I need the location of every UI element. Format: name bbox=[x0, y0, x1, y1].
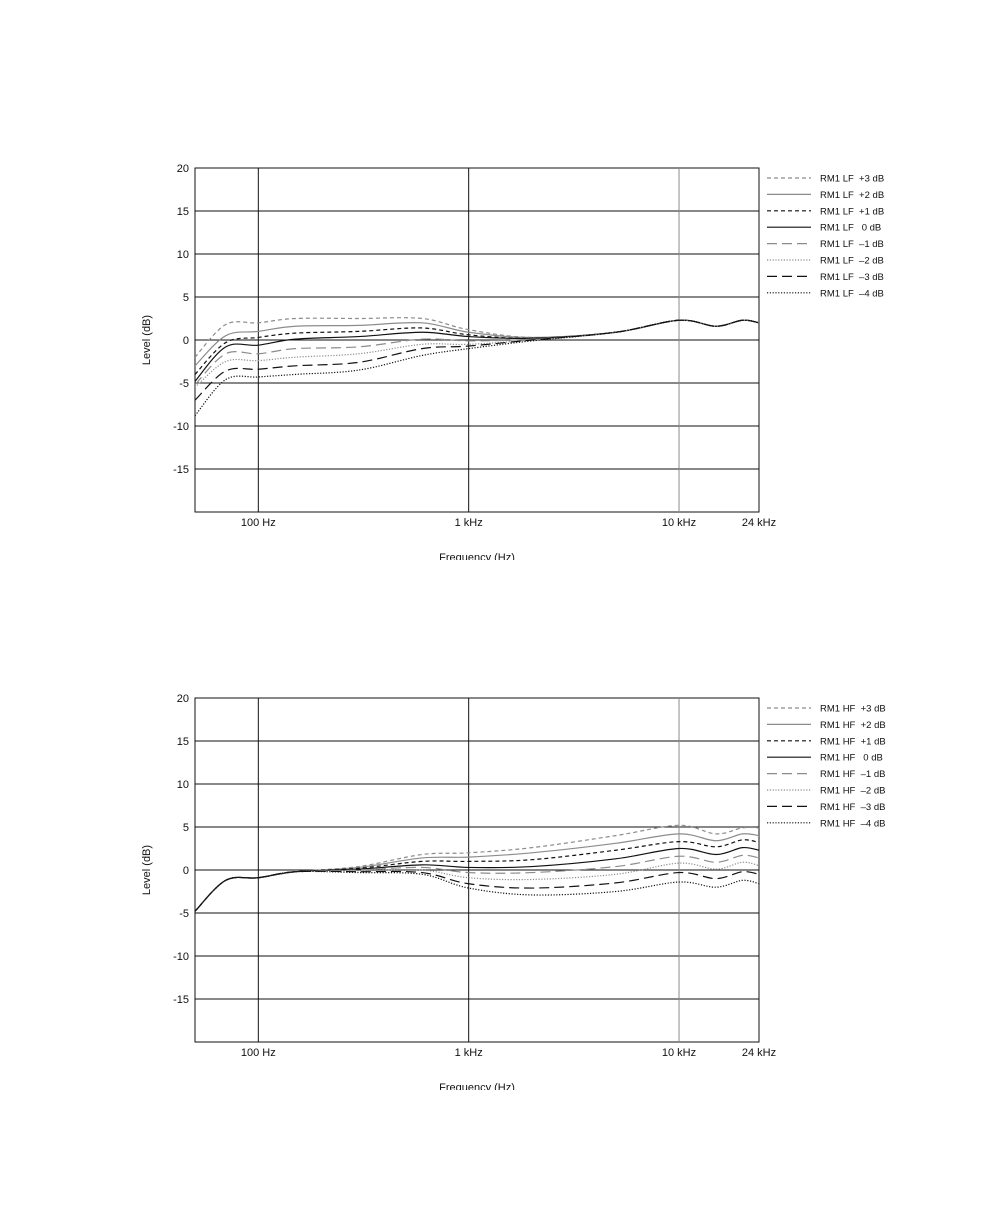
legend-label: RM1 HF +1 dB bbox=[820, 736, 886, 747]
chart-lf: 20 15 10 5 0 -5 -10 -15 100 Hz 1 kHz 10 kHz 24 kHz F… bbox=[141, 163, 884, 560]
y-tick-label: 5 bbox=[183, 292, 189, 304]
y-tick-label: 0 bbox=[183, 335, 189, 347]
series-line bbox=[195, 319, 759, 367]
legend-label: RM1 LF +2 dB bbox=[820, 190, 884, 201]
series-line bbox=[195, 319, 759, 417]
legend-label: RM1 LF +3 dB bbox=[820, 174, 884, 185]
y-tick-label: 15 bbox=[177, 206, 189, 218]
x-tick-label: 1 kHz bbox=[455, 517, 483, 529]
chart-hf: 20 15 10 5 0 -5 -10 -15 100 Hz 1 kHz 10 kHz 24 kHz F… bbox=[141, 693, 886, 1090]
x-axis-title: Frequency (Hz) bbox=[439, 552, 515, 560]
legend-label: RM1 HF 0 dB bbox=[820, 753, 883, 764]
legend-label: RM1 LF –2 dB bbox=[820, 256, 884, 267]
legend-label: RM1 HF +3 dB bbox=[820, 704, 886, 715]
series-line bbox=[195, 870, 759, 912]
y-tick-label: 10 bbox=[177, 249, 189, 261]
y-tick-label: 0 bbox=[183, 865, 189, 877]
y-tick-label: -15 bbox=[173, 994, 189, 1006]
series-line bbox=[195, 839, 759, 912]
y-tick-label: 10 bbox=[177, 779, 189, 791]
y-tick-label: 5 bbox=[183, 822, 189, 834]
y-tick-label: -10 bbox=[173, 951, 189, 963]
x-tick-label: 10 kHz bbox=[662, 1047, 696, 1059]
legend-label: RM1 LF –1 dB bbox=[820, 239, 884, 250]
y-tick-label: -10 bbox=[173, 421, 189, 433]
legend-label: RM1 HF –4 dB bbox=[820, 818, 885, 829]
legend-label: RM1 LF 0 dB bbox=[820, 223, 881, 234]
legend-label: RM1 HF –3 dB bbox=[820, 802, 885, 813]
y-tick-label: 20 bbox=[177, 163, 189, 175]
legend-label: RM1 LF –3 dB bbox=[820, 272, 884, 283]
x-tick-label: 1 kHz bbox=[455, 1047, 483, 1059]
x-tick-label: 10 kHz bbox=[662, 517, 696, 529]
series-line bbox=[195, 870, 759, 912]
y-axis-title: Level (dB) bbox=[141, 315, 153, 365]
series-line bbox=[195, 854, 759, 912]
x-tick-label: 100 Hz bbox=[241, 517, 276, 529]
legend-label: RM1 HF +2 dB bbox=[820, 720, 886, 731]
x-tick-label: 24 kHz bbox=[742, 517, 776, 529]
y-tick-label: -5 bbox=[179, 908, 189, 920]
legend-label: RM1 HF –1 dB bbox=[820, 769, 885, 780]
series-line bbox=[195, 824, 759, 912]
legend-label: RM1 HF –2 dB bbox=[820, 786, 885, 797]
series-line bbox=[195, 861, 759, 912]
series-line bbox=[195, 319, 759, 375]
legend-label: RM1 LF +1 dB bbox=[820, 206, 884, 217]
y-tick-label: -5 bbox=[179, 378, 189, 390]
y-tick-label: 20 bbox=[177, 693, 189, 705]
y-tick-label: -15 bbox=[173, 464, 189, 476]
y-axis-title: Level (dB) bbox=[141, 845, 153, 895]
legend-label: RM1 LF –4 dB bbox=[820, 288, 884, 299]
x-tick-label: 24 kHz bbox=[742, 1047, 776, 1059]
y-tick-label: 15 bbox=[177, 736, 189, 748]
series-line bbox=[195, 319, 759, 388]
series-line bbox=[195, 319, 759, 386]
x-tick-label: 100 Hz bbox=[241, 1047, 276, 1059]
series-line bbox=[195, 319, 759, 401]
x-axis-title: Frequency (Hz) bbox=[439, 1082, 515, 1090]
